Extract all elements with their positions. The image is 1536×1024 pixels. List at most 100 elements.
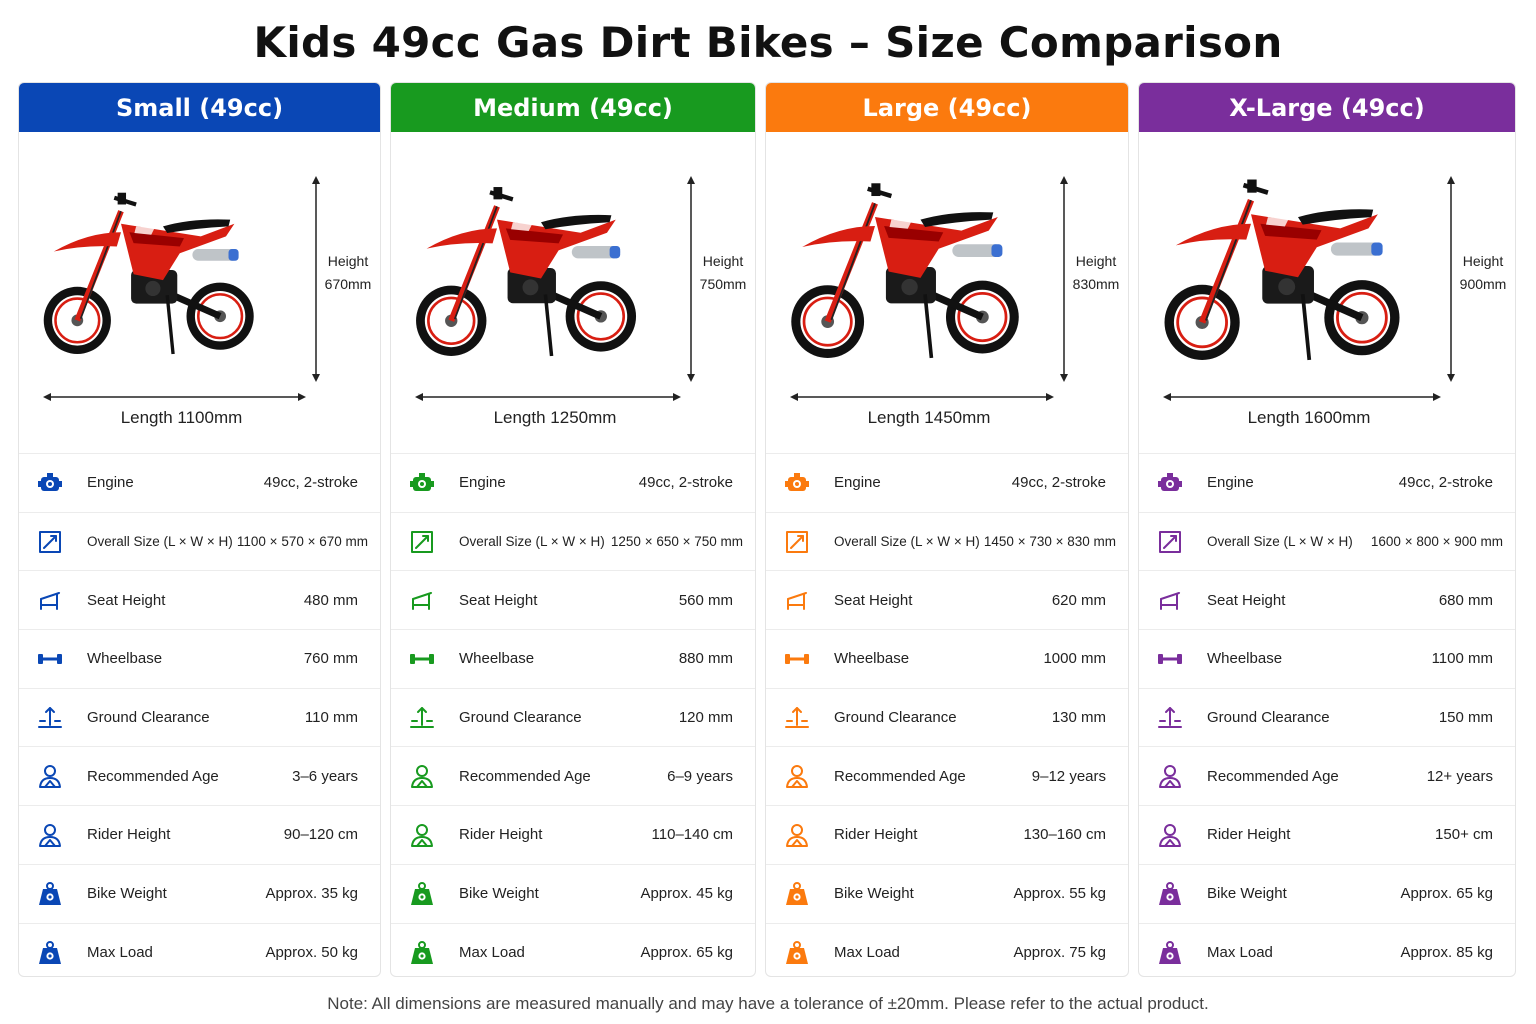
seat-height-icon (1157, 587, 1183, 613)
engine-icon (784, 470, 810, 496)
wheelbase-icon (784, 646, 810, 672)
spec-value: Approx. 45 kg (640, 885, 733, 903)
spec-value: 1100 mm (1431, 650, 1493, 668)
height-label: Height 670mm (318, 250, 378, 296)
bike-weight-icon (1157, 881, 1183, 907)
spec-label: Bike Weight (87, 885, 167, 903)
spec-label: Seat Height (87, 591, 166, 609)
ground-clearance-icon (409, 705, 435, 731)
spec-value: 6–9 years (667, 767, 733, 785)
spec-label: Engine (87, 474, 134, 492)
spec-label: Engine (834, 474, 881, 492)
spec-value: 1450 × 730 × 830 mm (983, 534, 1116, 550)
spec-row: Engine 49cc, 2-stroke (766, 454, 1128, 513)
spec-value: 12+ years (1426, 767, 1493, 785)
bike-photo-area: Height 900mm Length 1600mm (1139, 132, 1515, 454)
spec-value: 90–120 cm (283, 826, 358, 844)
spec-value: Approx. 35 kg (265, 885, 358, 903)
spec-label: Ground Clearance (87, 709, 210, 727)
bike-photo-area: Height 670mm Length 1100mm (19, 132, 380, 454)
recommended-age-icon (409, 763, 435, 789)
height-arrow (1058, 176, 1070, 387)
rider-height-icon (37, 822, 63, 848)
height-label-text: Height (702, 253, 744, 269)
length-label: Length 1450mm (867, 408, 991, 427)
overall-size-icon (1157, 529, 1183, 555)
length-label: Length 1100mm (120, 408, 243, 427)
engine-icon (409, 470, 435, 496)
spec-label: Wheelbase (1207, 650, 1283, 668)
engine-icon (37, 470, 63, 496)
spec-value: 110–140 cm (651, 826, 733, 844)
spec-row: Bike Weight Approx. 65 kg (1139, 865, 1515, 924)
spec-row: Bike Weight Approx. 35 kg (19, 865, 380, 924)
spec-label: Max Load (87, 944, 153, 962)
spec-row: Recommended Age 12+ years (1139, 747, 1515, 807)
rider-height-icon (409, 822, 435, 848)
seat-height-icon (784, 587, 810, 613)
height-value: 750mm (699, 276, 747, 292)
size-card: Medium (49cc) Height 750mm Length 1250mm Eng… (390, 82, 756, 977)
spec-label: Ground Clearance (1207, 709, 1330, 727)
spec-value: Approx. 85 kg (1400, 944, 1493, 962)
spec-label: Bike Weight (459, 885, 539, 903)
bike-photo-area: Height 750mm Length 1250mm (391, 132, 755, 454)
length-arrow (790, 390, 1054, 408)
spec-value: 110 mm (304, 709, 358, 727)
spec-row: Max Load Approx. 65 kg (391, 924, 755, 977)
rider-height-icon (784, 822, 810, 848)
spec-row: Max Load Approx. 75 kg (766, 924, 1128, 977)
spec-value: Approx. 75 kg (1013, 944, 1106, 962)
height-label: Height 900mm (1453, 250, 1513, 296)
spec-row: Seat Height 480 mm (19, 571, 380, 631)
height-label-text: Height (1462, 253, 1504, 269)
spec-label: Rider Height (87, 826, 171, 844)
bike-weight-icon (37, 881, 63, 907)
spec-label: Max Load (459, 944, 525, 962)
spec-label: Engine (1207, 474, 1254, 492)
bike-photo-area: Height 830mm Length 1450mm (766, 132, 1128, 454)
spec-label: Bike Weight (1207, 885, 1287, 903)
spec-row: Ground Clearance 120 mm (391, 689, 755, 748)
height-value: 900mm (1459, 276, 1507, 292)
spec-label: Ground Clearance (459, 709, 582, 727)
spec-value: Approx. 55 kg (1013, 885, 1106, 903)
spec-row: Overall Size (L × W × H) 1600 × 800 × 900… (1139, 513, 1515, 572)
height-value: 830mm (1072, 276, 1120, 292)
spec-value: 620 mm (1051, 591, 1106, 609)
spec-value: 480 mm (303, 591, 358, 609)
height-arrow (1445, 176, 1457, 387)
spec-label: Wheelbase (459, 650, 535, 668)
spec-value: 3–6 years (292, 767, 358, 785)
max-load-icon (409, 940, 435, 966)
spec-value: Approx. 65 kg (1400, 885, 1493, 903)
spec-label: Overall Size (L × W × H) (459, 534, 605, 550)
engine-icon (1157, 470, 1183, 496)
spec-value: 130 mm (1051, 709, 1106, 727)
ground-clearance-icon (784, 705, 810, 731)
length-arrow (415, 390, 681, 408)
spec-label: Overall Size (L × W × H) (87, 534, 233, 550)
spec-label: Seat Height (834, 591, 913, 609)
spec-value: 680 mm (1438, 591, 1493, 609)
ground-clearance-icon (37, 705, 63, 731)
spec-row: Wheelbase 1100 mm (1139, 630, 1515, 689)
wheelbase-icon (409, 646, 435, 672)
spec-row: Engine 49cc, 2-stroke (1139, 454, 1515, 513)
spec-value: 49cc, 2-stroke (263, 474, 358, 492)
wheelbase-icon (1157, 646, 1183, 672)
height-label-text: Height (327, 253, 369, 269)
spec-value: 880 mm (678, 650, 733, 668)
spec-value: 49cc, 2-stroke (638, 474, 733, 492)
spec-label: Overall Size (L × W × H) (1207, 534, 1353, 550)
spec-row: Rider Height 130–160 cm (766, 806, 1128, 865)
bike-weight-icon (409, 881, 435, 907)
page-title: Kids 49cc Gas Dirt Bikes – Size Comparis… (253, 18, 1283, 67)
overall-size-icon (784, 529, 810, 555)
spec-row: Overall Size (L × W × H) 1100 × 570 × 670… (19, 513, 380, 572)
spec-label: Rider Height (459, 826, 543, 844)
spec-row: Ground Clearance 110 mm (19, 689, 380, 748)
spec-value: 9–12 years (1031, 767, 1106, 785)
recommended-age-icon (1157, 763, 1183, 789)
rider-height-icon (1157, 822, 1183, 848)
